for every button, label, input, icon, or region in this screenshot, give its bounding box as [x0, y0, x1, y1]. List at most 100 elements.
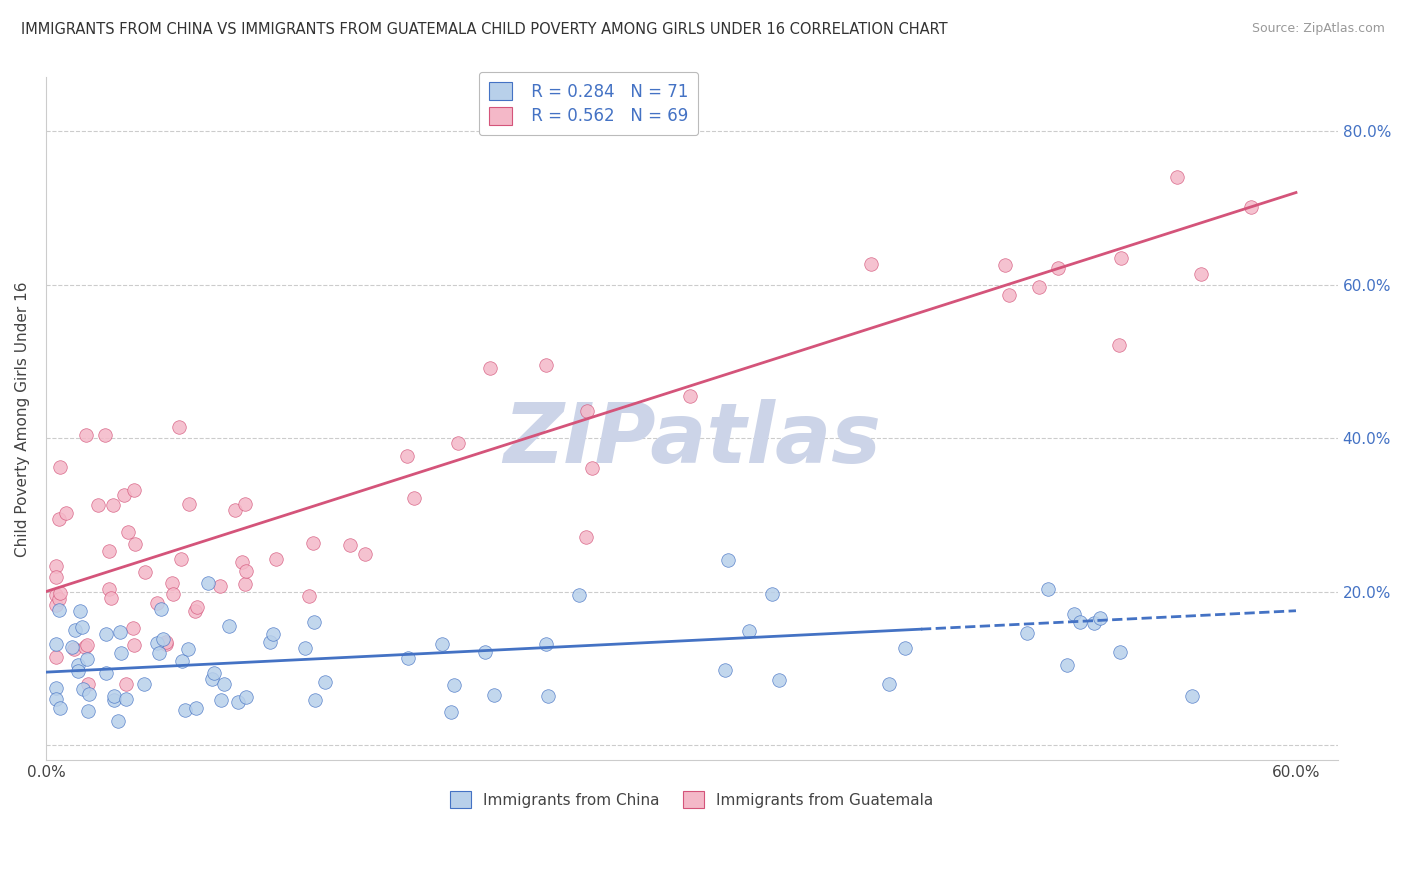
Point: [1015, 625, 1038, 640]
Point: [76, 638, 98, 652]
Point: [233, 577, 256, 591]
Point: [45, 598, 67, 612]
Point: [45, 692, 67, 706]
Point: [162, 586, 184, 600]
Point: [1038, 582, 1060, 597]
Point: [124, 536, 146, 550]
Point: [66, 664, 89, 678]
Point: [94, 665, 117, 680]
Point: [339, 538, 361, 552]
Point: [304, 693, 326, 707]
Point: [103, 693, 125, 707]
Point: [107, 714, 129, 729]
Point: [167, 420, 190, 434]
Point: [235, 564, 257, 578]
Point: [134, 565, 156, 579]
Point: [66, 657, 89, 672]
Text: ZIPatlas: ZIPatlas: [503, 399, 880, 480]
Point: [115, 692, 138, 706]
Point: [184, 604, 207, 618]
Point: [45, 570, 67, 584]
Point: [314, 675, 336, 690]
Point: [170, 552, 193, 566]
Point: [63, 641, 86, 656]
Point: [110, 646, 132, 660]
Point: [48, 592, 70, 607]
Point: [186, 599, 208, 614]
Point: [768, 673, 790, 687]
Point: [77, 704, 100, 718]
Point: [77, 687, 100, 701]
Point: [536, 358, 558, 372]
Point: [395, 449, 418, 463]
Point: [115, 676, 138, 690]
Point: [73, 640, 96, 654]
Point: [738, 624, 761, 638]
Point: [121, 621, 143, 635]
Point: [761, 587, 783, 601]
Point: [75, 428, 97, 442]
Point: [48, 512, 70, 526]
Point: [1028, 279, 1050, 293]
Point: [581, 461, 603, 475]
Point: [478, 360, 501, 375]
Text: IMMIGRANTS FROM CHINA VS IMMIGRANTS FROM GUATEMALA CHILD POVERTY AMONG GIRLS UND: IMMIGRANTS FROM CHINA VS IMMIGRANTS FROM…: [21, 22, 948, 37]
Point: [443, 678, 465, 692]
Point: [396, 651, 419, 665]
Point: [110, 624, 132, 639]
Point: [226, 695, 249, 709]
Point: [304, 615, 326, 629]
Point: [204, 665, 226, 680]
Point: [536, 689, 558, 703]
Point: [1180, 690, 1202, 704]
Point: [87, 498, 110, 512]
Point: [96, 627, 118, 641]
Point: [1083, 615, 1105, 630]
Point: [201, 672, 224, 686]
Point: [235, 690, 257, 705]
Point: [404, 491, 426, 505]
Point: [152, 632, 174, 646]
Point: [177, 642, 200, 657]
Point: [98, 543, 121, 558]
Point: [440, 706, 463, 720]
Point: [184, 700, 207, 714]
Point: [112, 488, 135, 502]
Point: [576, 404, 599, 418]
Point: [146, 596, 169, 610]
Point: [302, 536, 325, 550]
Legend: Immigrants from China, Immigrants from Guatemala: Immigrants from China, Immigrants from G…: [444, 785, 939, 814]
Point: [262, 627, 284, 641]
Point: [894, 641, 917, 656]
Y-axis label: Child Poverty Among Girls Under 16: Child Poverty Among Girls Under 16: [15, 281, 30, 557]
Point: [70, 619, 93, 633]
Point: [568, 588, 591, 602]
Point: [49, 585, 72, 599]
Point: [209, 693, 232, 707]
Point: [1166, 170, 1188, 185]
Point: [117, 524, 139, 539]
Point: [100, 591, 122, 606]
Point: [536, 637, 558, 651]
Point: [45, 637, 67, 651]
Point: [148, 646, 170, 660]
Point: [45, 587, 67, 601]
Point: [45, 559, 67, 574]
Point: [97, 582, 120, 597]
Point: [72, 681, 94, 696]
Point: [1108, 337, 1130, 351]
Point: [146, 636, 169, 650]
Point: [69, 604, 91, 618]
Point: [172, 654, 194, 668]
Point: [103, 498, 125, 512]
Point: [259, 634, 281, 648]
Point: [173, 703, 195, 717]
Point: [224, 503, 246, 517]
Point: [294, 640, 316, 655]
Point: [1056, 658, 1078, 673]
Point: [717, 553, 740, 567]
Point: [484, 688, 506, 702]
Point: [77, 676, 100, 690]
Point: [49, 701, 72, 715]
Point: [298, 589, 321, 603]
